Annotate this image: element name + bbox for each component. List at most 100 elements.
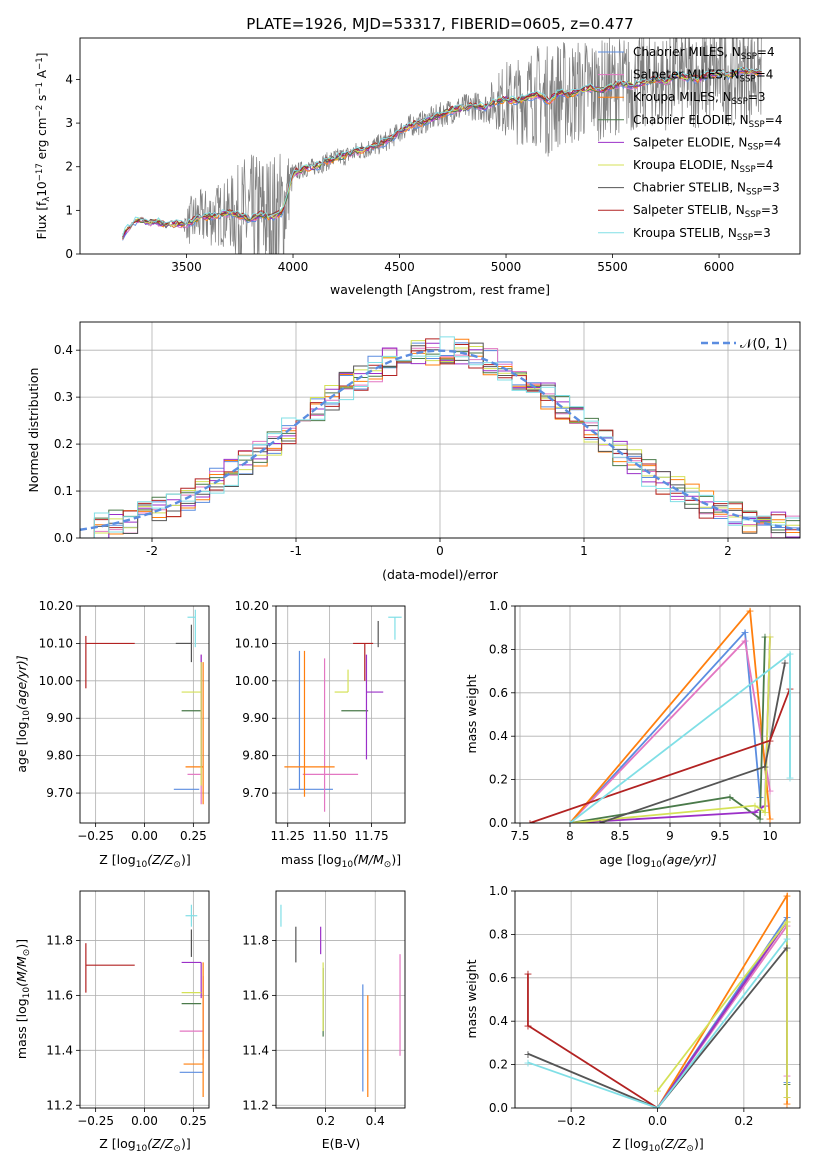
y-tick-label: 3 xyxy=(65,116,73,130)
y-tick-label: 0.0 xyxy=(54,531,73,545)
legend-label-kroupa_miles: Kroupa MILES, NSSP=3 xyxy=(633,90,766,107)
x-tick-label: 11.75 xyxy=(354,829,388,843)
x-tick-label: 4000 xyxy=(278,260,309,274)
spectrum-x-label: wavelength [Angstrom, rest frame] xyxy=(330,282,550,297)
y-tick-label: 11.6 xyxy=(242,988,269,1002)
weight-age-marker-chabrier_miles: + xyxy=(565,817,574,830)
weight-age-line-kroupa_stelib xyxy=(569,651,791,823)
weight-age-marker-chabrier_elodie: + xyxy=(565,817,574,830)
spectrum-frame xyxy=(79,37,801,255)
legend-label-salpeter_elodie: Salpeter ELODIE, NSSP=4 xyxy=(633,135,781,152)
x-tick-label: 0.00 xyxy=(131,829,158,843)
weight-age-marker-chabrier_elodie: + xyxy=(760,630,769,643)
weight-Z-marker-chabrier_miles: + xyxy=(653,1102,662,1115)
y-tick-label: 1.0 xyxy=(489,599,508,613)
weight-age-line-chabrier_stelib xyxy=(599,662,786,823)
x-tick-label: 11.50 xyxy=(312,829,346,843)
residual-frame xyxy=(79,321,801,539)
y-tick-label: 0.1 xyxy=(54,484,73,498)
observed-spectrum-line xyxy=(122,38,762,254)
weight-Z-line-salpeter_stelib xyxy=(527,973,658,1108)
age-vs-Z-x-label: Z [log10(Z/Z⊙)] xyxy=(99,852,190,870)
weight-Z-marker-chabrier_stelib: + xyxy=(653,1102,662,1115)
residual-x-label: (data-model)/error xyxy=(382,567,499,582)
weight-age-marker-chabrier_stelib: + xyxy=(780,656,789,669)
y-tick-label: 0 xyxy=(65,247,73,261)
model-line-kroupa_stelib xyxy=(122,66,762,237)
y-tick-label: 0.3 xyxy=(54,390,73,404)
weight-age-marker-kroupa_stelib: + xyxy=(565,817,574,830)
weight-age-line-chabrier_miles xyxy=(569,629,761,823)
weight-age-marker-salpeter_stelib: + xyxy=(765,735,774,748)
x-tick-label: 8.5 xyxy=(610,829,629,843)
weight-Z-marker-chabrier_stelib: + xyxy=(782,941,791,954)
y-tick-label: 2 xyxy=(65,160,73,174)
y-tick-label: 10.00 xyxy=(235,674,269,688)
weight-Z-marker-kroupa_miles: + xyxy=(653,1102,662,1115)
normal-curve-line xyxy=(80,349,800,531)
x-tick-label: 5000 xyxy=(491,260,522,274)
weight-age-line-salpeter_stelib xyxy=(529,688,791,823)
weight-vs-age-x-label: age [log10(age/yr)] xyxy=(599,852,716,870)
weight-age-marker-salpeter_miles: + xyxy=(740,635,749,648)
weight-age-marker-kroupa_stelib: + xyxy=(785,771,794,784)
x-tick-label: 0.0 xyxy=(648,1114,667,1128)
weight-age-line-kroupa_miles xyxy=(569,608,771,823)
y-tick-label: 11.2 xyxy=(242,1098,269,1112)
weight-age-marker-salpeter_miles: + xyxy=(565,817,574,830)
weight-Z-marker-kroupa_elodie: + xyxy=(782,915,791,928)
clipped-c-age-vs-Z-axes xyxy=(85,609,204,805)
model-line-salpeter_stelib xyxy=(122,67,762,237)
y-tick-label: 10.10 xyxy=(39,636,73,650)
age-vs-mass-axes: 11.25 11.50 11.75 9.70 9.80 9.90 10.00 10.10 10.… xyxy=(235,599,405,843)
weight-Z-marker-salpeter_elodie: + xyxy=(653,1102,662,1115)
weight-Z-marker-kroupa_elodie: + xyxy=(782,1091,791,1104)
weight-vs-Z-axes: −0.2 0.0 0.2 0.0 0.2 0.4 0.6 0.8 1.0 xyxy=(489,884,800,1128)
weight-vs-age-axes: 7.5 8 8.5 9 9.5 10 0.0 0.2 0.4 0.6 0.8 1.0 xyxy=(489,599,800,843)
x-tick-label: 0.25 xyxy=(180,1114,207,1128)
mass-vs-ebv-x-label: E(B-V) xyxy=(322,1136,361,1151)
y-tick-label: 0.0 xyxy=(489,1101,508,1115)
age-vs-Z-axes: −0.25 0.00 0.25 9.70 9.80 9.90 10.00 10.10 10.20 xyxy=(39,599,209,843)
x-tick-label: 10 xyxy=(762,829,777,843)
legend-label-kroupa_stelib: Kroupa STELIB, NSSP=3 xyxy=(633,226,771,243)
clipped-c8: +++++++++++++++++++++++++++ xyxy=(523,891,792,1115)
weight-Z-marker-salpeter_stelib: + xyxy=(523,1020,532,1033)
spectrum-axes: 3500 4000 4500 5000 5500 6000 0 1 2 3 4 xyxy=(65,72,734,274)
weight-vs-Z-frame xyxy=(514,890,801,1109)
y-tick-label: 11.4 xyxy=(46,1043,73,1057)
legend-label-normal: 𝒩(0, 1) xyxy=(740,337,787,352)
weight-age-marker-chabrier_stelib: + xyxy=(760,761,769,774)
weight-Z-marker-salpeter_elodie: + xyxy=(782,1091,791,1104)
y-tick-label: 1 xyxy=(65,203,73,217)
y-tick-label: 10.10 xyxy=(235,636,269,650)
x-tick-label: 3500 xyxy=(171,260,202,274)
weight-age-marker-kroupa_elodie: + xyxy=(765,630,774,643)
clipped-c-age-vs-mass-axes xyxy=(284,616,402,812)
weight-Z-line-salpeter_elodie xyxy=(656,918,788,1108)
mass-vs-Z-axes: −0.25 0.00 0.25 11.2 11.4 11.6 11.8 xyxy=(46,891,209,1128)
y-tick-label: 10.20 xyxy=(235,599,269,613)
weight-Z-marker-kroupa_stelib: + xyxy=(523,1056,532,1069)
x-tick-label: 7.5 xyxy=(510,829,529,843)
weight-age-marker-chabrier_miles: + xyxy=(740,626,749,639)
weight-Z-marker-salpeter_stelib: + xyxy=(523,967,532,980)
weight-age-marker-kroupa_miles: + xyxy=(745,604,754,617)
y-tick-label: 4 xyxy=(65,72,73,86)
legend-label-chabrier_elodie: Chabrier ELODIE, NSSP=4 xyxy=(633,113,782,130)
weight-Z-marker-kroupa_miles: + xyxy=(782,1098,791,1111)
y-tick-label: 9.80 xyxy=(46,749,73,763)
age-vs-Z-y-label: age [log10(age/yr)] xyxy=(14,655,32,772)
weight-vs-Z-x-label: Z [log10(Z/Z⊙)] xyxy=(612,1136,703,1154)
y-tick-label: 10.00 xyxy=(39,674,73,688)
x-tick-label: 9 xyxy=(666,829,674,843)
age-vs-mass-axes-frame xyxy=(275,605,406,824)
residual-axes: -2 -1 0 1 2 0.0 0.1 0.2 0.3 0.4 xyxy=(54,322,800,558)
weight-age-marker-kroupa_elodie: + xyxy=(760,806,769,819)
y-tick-label: 0.2 xyxy=(489,1058,508,1072)
y-tick-label: 0.2 xyxy=(54,437,73,451)
legend-label-chabrier_stelib: Chabrier STELIB, NSSP=3 xyxy=(633,181,780,198)
x-tick-label: 0.2 xyxy=(316,1114,335,1128)
mass-vs-Z-y-label: mass [log10(M/M⊙)] xyxy=(14,939,32,1059)
